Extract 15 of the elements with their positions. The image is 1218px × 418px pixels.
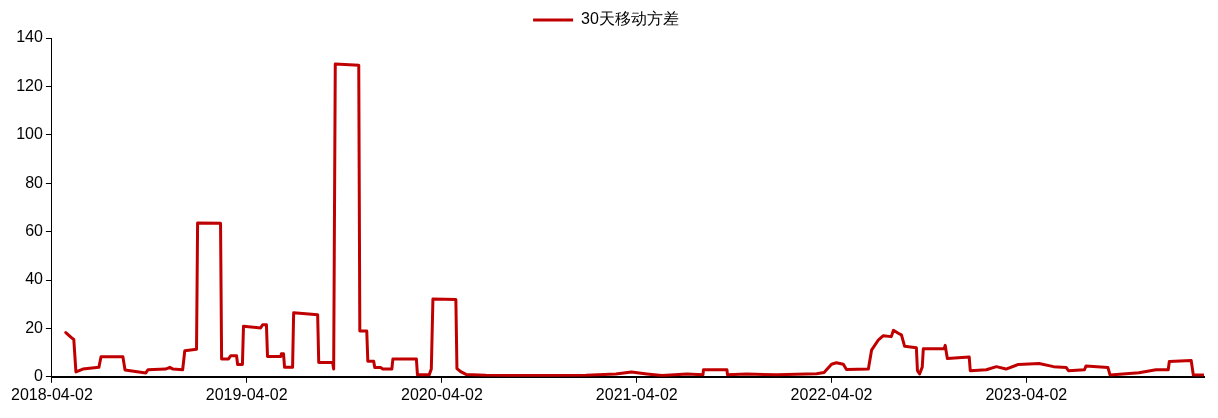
y-tick-label: 100 xyxy=(16,125,44,143)
x-tick-label: 2023-04-02 xyxy=(985,385,1068,403)
legend-label: 30天移动方差 xyxy=(581,10,679,28)
x-tick-label: 2021-04-02 xyxy=(595,385,678,403)
y-tick-label: 0 xyxy=(34,367,44,385)
y-tick-label: 60 xyxy=(25,222,44,240)
y-tick-label: 140 xyxy=(16,28,44,46)
y-tick-label: 120 xyxy=(16,76,44,94)
y-tick-label: 20 xyxy=(25,318,44,336)
x-tick-label: 2019-04-02 xyxy=(205,385,288,403)
x-tick-label: 2022-04-02 xyxy=(790,385,873,403)
x-tick-label: 2018-04-02 xyxy=(11,385,93,403)
y-tick-label: 40 xyxy=(25,270,44,288)
y-tick-label: 80 xyxy=(25,173,44,191)
x-tick-label: 2020-04-02 xyxy=(401,385,484,403)
